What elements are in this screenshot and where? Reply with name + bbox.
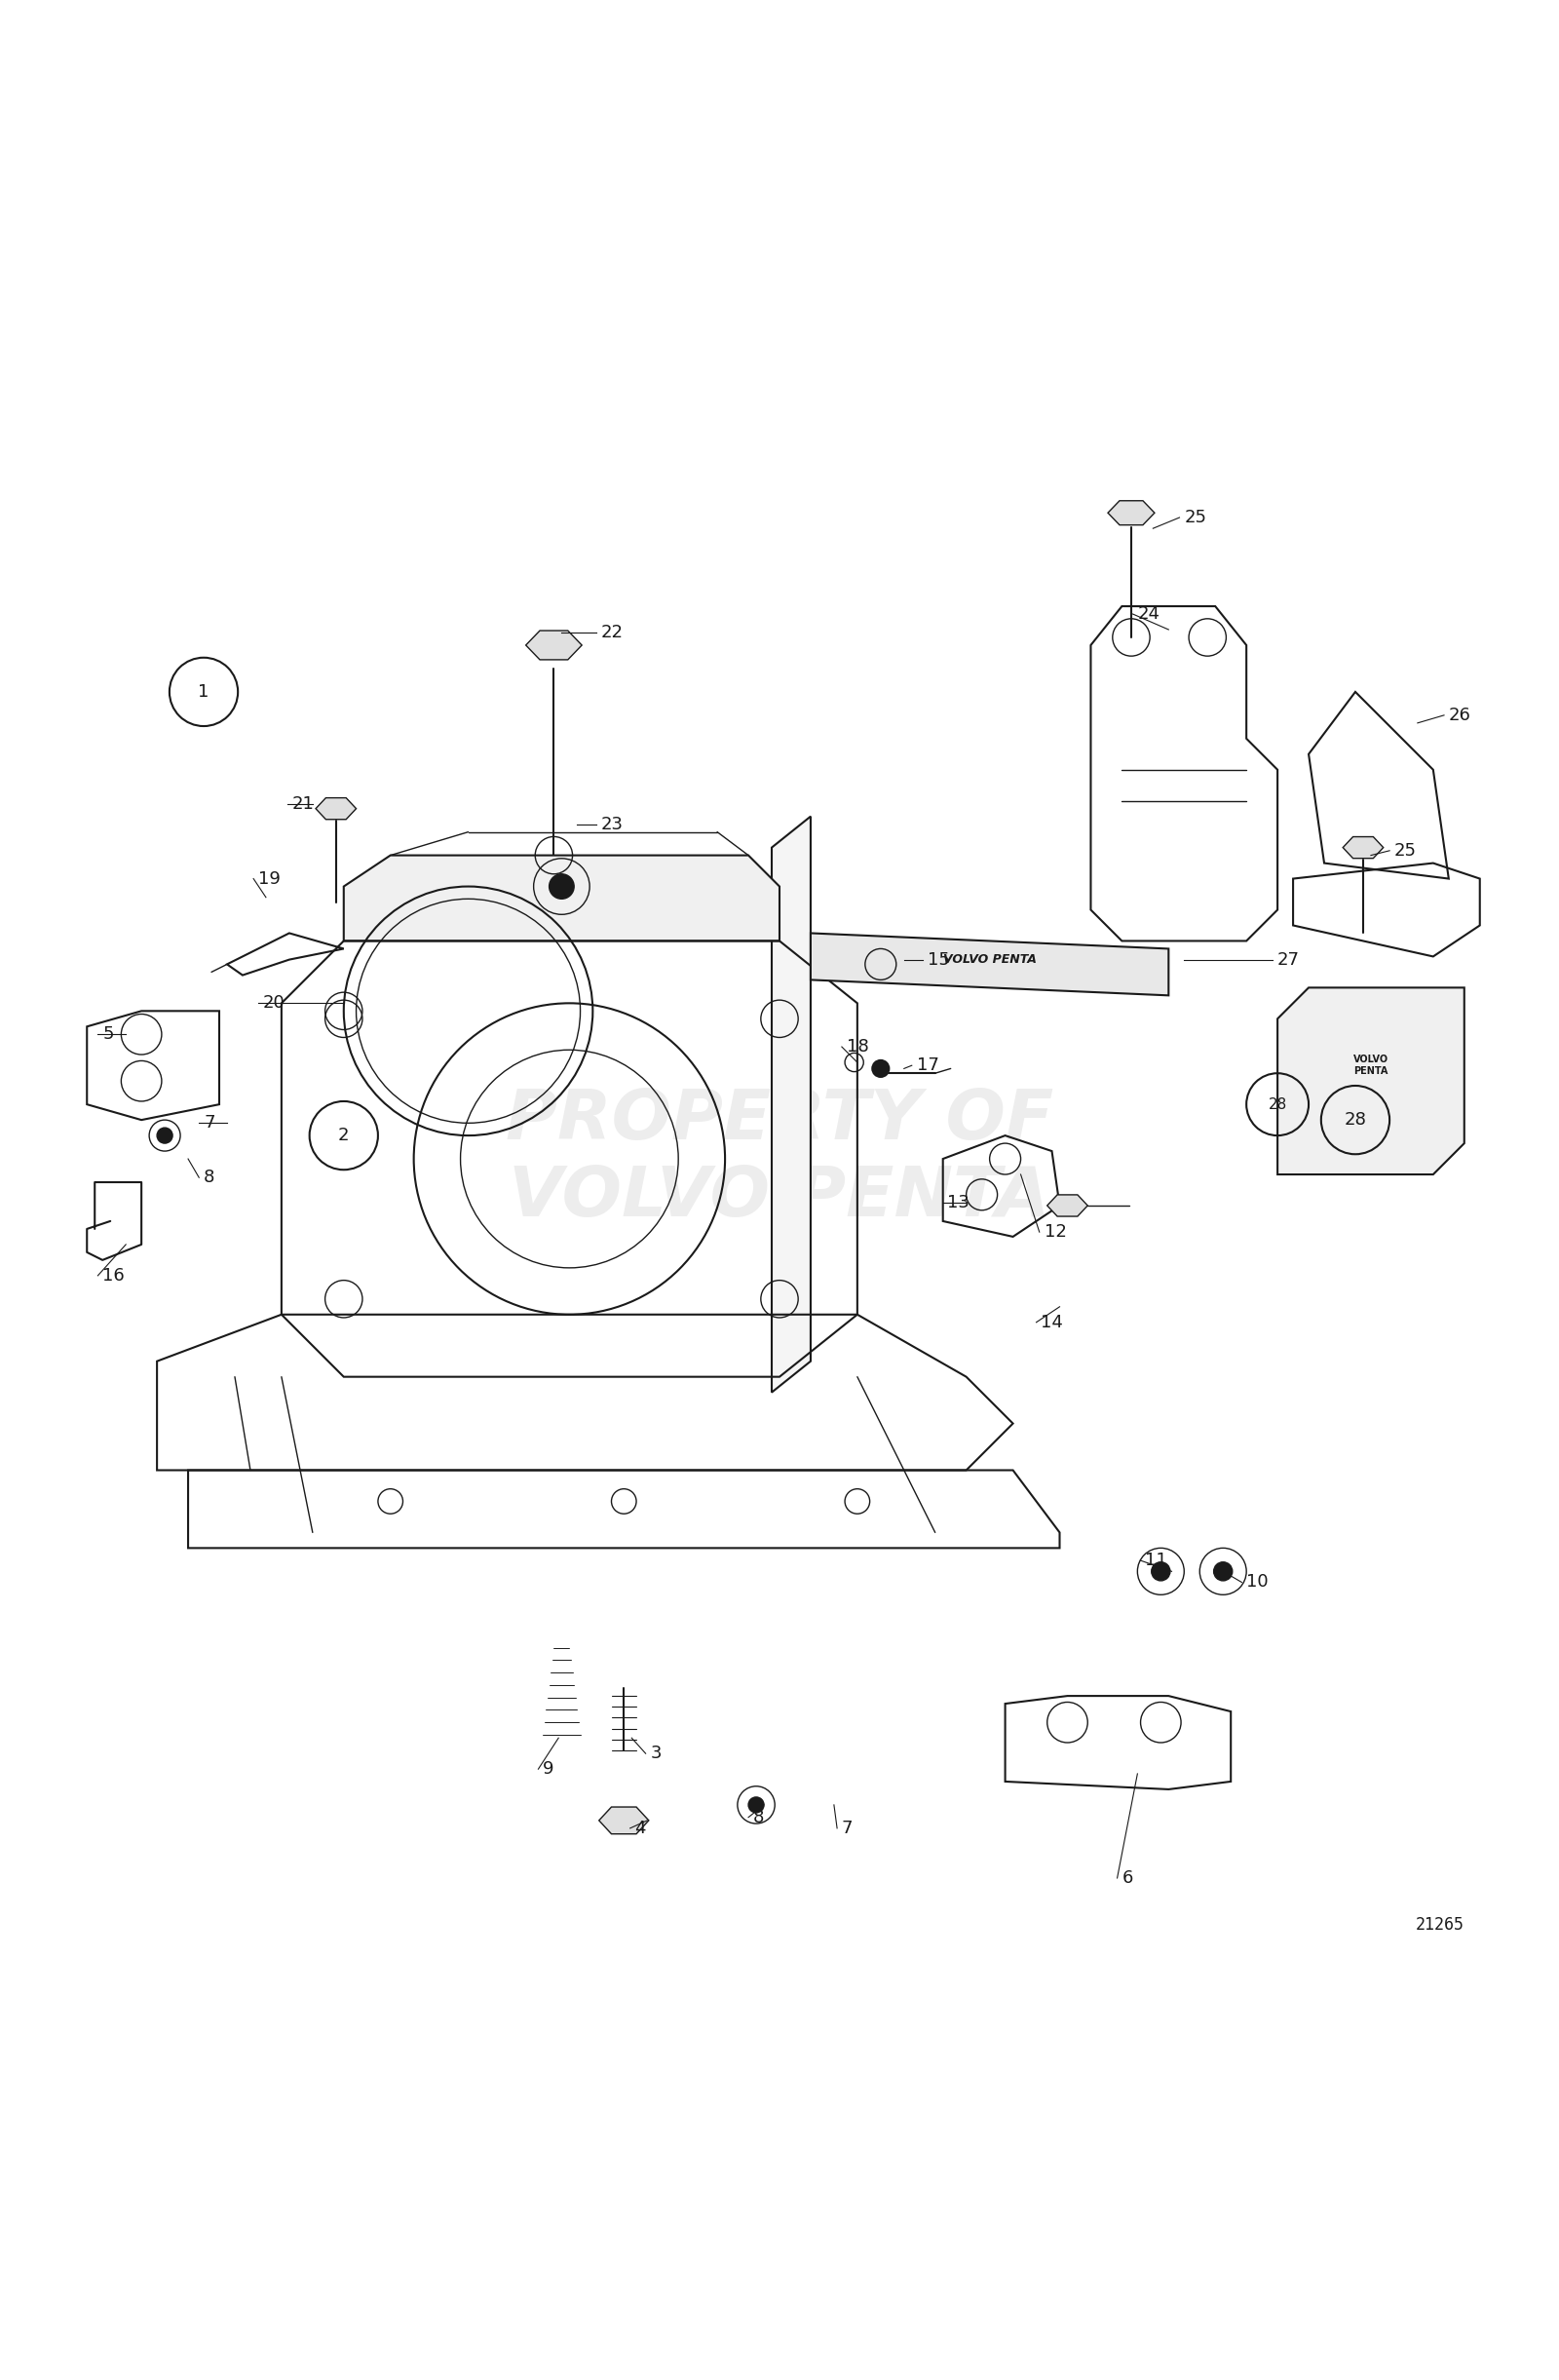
Text: 4: 4 [635,1818,645,1837]
Polygon shape [525,631,582,659]
Text: 13: 13 [948,1195,970,1211]
Text: 20: 20 [263,995,285,1011]
Polygon shape [1342,838,1383,859]
Polygon shape [811,933,1169,995]
Text: 1: 1 [198,683,209,700]
Text: VOLVO PENTA: VOLVO PENTA [943,954,1037,966]
Circle shape [1152,1561,1171,1580]
Text: 17: 17 [917,1057,939,1073]
Text: 7: 7 [842,1818,853,1837]
Circle shape [871,1059,890,1078]
Text: 23: 23 [600,816,624,833]
Text: 28: 28 [1344,1111,1367,1128]
Text: 5: 5 [103,1026,114,1042]
Text: 25: 25 [1185,509,1207,526]
Text: 8: 8 [204,1169,215,1185]
Polygon shape [316,797,355,819]
Text: 16: 16 [103,1266,125,1285]
Circle shape [549,873,574,900]
Text: 9: 9 [543,1761,553,1778]
Text: 25: 25 [1394,843,1417,859]
Text: 22: 22 [600,624,624,643]
Text: VOLVO
PENTA: VOLVO PENTA [1353,1054,1389,1076]
Text: 27: 27 [1277,952,1300,969]
Text: 6: 6 [1122,1868,1133,1887]
Text: 7: 7 [204,1114,215,1133]
Text: 10: 10 [1246,1573,1269,1592]
Text: 18: 18 [847,1038,868,1057]
Polygon shape [1048,1195,1088,1216]
Text: 28: 28 [1267,1097,1286,1111]
Polygon shape [1108,500,1155,526]
Circle shape [748,1797,764,1814]
Text: 14: 14 [1041,1314,1063,1330]
Text: 3: 3 [650,1745,661,1761]
Polygon shape [772,816,811,1392]
Polygon shape [599,1806,649,1835]
Polygon shape [343,854,780,940]
Text: 2: 2 [338,1126,349,1145]
Text: 21: 21 [293,795,315,812]
Circle shape [1214,1561,1232,1580]
Text: 21265: 21265 [1416,1916,1464,1935]
Circle shape [157,1128,173,1142]
Text: PROPERTY OF
VOLVO PENTA: PROPERTY OF VOLVO PENTA [505,1085,1054,1230]
Text: 15: 15 [928,952,949,969]
Text: 12: 12 [1045,1223,1066,1240]
Polygon shape [1277,988,1464,1173]
Text: 19: 19 [259,871,281,888]
Text: 26: 26 [1448,707,1472,724]
Text: 8: 8 [753,1809,764,1825]
Text: 11: 11 [1146,1552,1168,1568]
Text: 24: 24 [1138,605,1160,624]
